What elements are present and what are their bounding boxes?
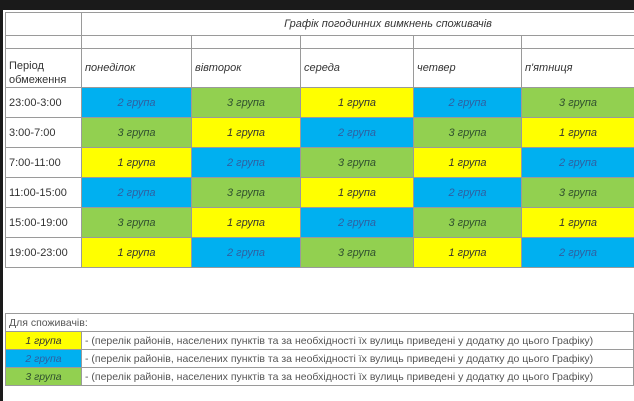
time-slot: 3:00-7:00 [5,117,82,148]
group-cell: 2 група [81,87,192,118]
time-slot: 19:00-23:00 [5,237,82,268]
day-header-thursday: четвер [413,48,522,88]
group-cell: 1 група [191,117,301,148]
day-header-friday: п'ятниця [520,48,634,88]
table-row: 11:00-15:00 2 група 3 група 1 група 2 група 3… [5,177,634,208]
table-row: 3:00-7:00 3 група 1 група 2 група 3 група 1 г… [5,117,634,148]
legend-title: Для споживачів: [5,313,634,332]
group-cell: 3 група [191,177,301,208]
schedule-title: Графік погодинних вимкнень споживачів [80,12,634,36]
table-row: 23:00-3:00 2 група 3 група 1 група 2 група 3 … [5,87,634,118]
group-cell: 3 група [520,177,634,208]
group-cell: 2 група [300,117,414,148]
group-cell: 2 група [520,147,634,178]
group-cell: 2 група [413,177,522,208]
time-slot: 11:00-15:00 [5,177,82,208]
group-cell: 3 група [300,237,414,268]
table-row: 7:00-11:00 1 група 2 група 3 група 1 група 2 … [5,147,634,178]
group-cell: 2 група [520,237,634,268]
legend-description: - (перелік районів, населених пунктів та… [81,349,634,368]
group-cell: 1 група [300,177,414,208]
legend-item: 2 група - (перелік районів, населених пун… [5,349,634,368]
table-row: 19:00-23:00 1 група 2 група 3 група 1 група 2… [5,237,634,268]
group-cell: 3 група [413,207,522,238]
group-cell: 1 група [520,117,634,148]
time-slot: 15:00-19:00 [5,207,82,238]
group-cell: 2 група [413,87,522,118]
table-row: 15:00-19:00 3 група 1 група 2 група 3 група 1… [5,207,634,238]
group-cell: 3 група [520,87,634,118]
group-cell: 1 група [300,87,414,118]
legend-table: Для споживачів: 1 група - (перелік районі… [5,313,634,386]
legend-swatch: 1 група [5,331,82,350]
day-header-tuesday: вівторок [191,48,301,88]
group-cell: 3 група [81,207,192,238]
time-slot: 7:00-11:00 [5,147,82,178]
day-header-wednesday: середа [300,48,414,88]
day-header-monday: понеділок [81,48,192,88]
group-cell: 1 група [520,207,634,238]
legend-swatch: 3 група [5,367,82,386]
group-cell: 2 група [191,237,301,268]
group-cell: 2 група [191,147,301,178]
time-slot: 23:00-3:00 [5,87,82,118]
legend-description: - (перелік районів, населених пунктів та… [81,367,634,386]
group-cell: 1 група [81,147,192,178]
group-cell: 2 група [300,207,414,238]
group-cell: 1 група [413,147,522,178]
schedule-table: Графік погодинних вимкнень споживачів Пе… [5,12,634,268]
legend-description: - (перелік районів, населених пунктів та… [81,331,634,350]
group-cell: 3 група [191,87,301,118]
group-cell: 1 група [191,207,301,238]
group-cell: 3 група [81,117,192,148]
group-cell: 3 група [300,147,414,178]
group-cell: 1 група [81,237,192,268]
legend-swatch: 2 група [5,349,82,368]
legend-item: 3 група - (перелік районів, населених пун… [5,367,634,386]
group-cell: 3 група [413,117,522,148]
spreadsheet: Графік погодинних вимкнень споживачів Пе… [3,10,634,401]
group-cell: 2 група [81,177,192,208]
legend-item: 1 група - (перелік районів, населених пун… [5,331,634,350]
group-cell: 1 група [413,237,522,268]
period-header: Період обмеження [5,48,82,88]
